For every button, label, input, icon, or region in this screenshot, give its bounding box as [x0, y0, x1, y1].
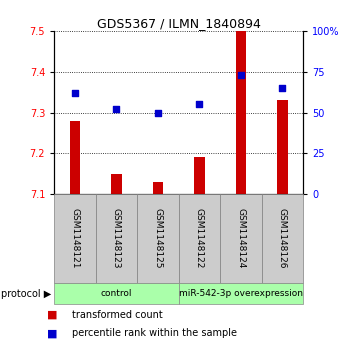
- Bar: [153, 182, 163, 194]
- Text: GSM1148123: GSM1148123: [112, 208, 121, 269]
- Point: [238, 72, 244, 78]
- Bar: [111, 174, 122, 194]
- Point: [279, 85, 285, 91]
- Text: transformed count: transformed count: [72, 310, 163, 320]
- Text: protocol ▶: protocol ▶: [1, 289, 51, 299]
- Bar: [236, 31, 246, 194]
- Text: percentile rank within the sample: percentile rank within the sample: [72, 328, 237, 338]
- Text: ■: ■: [47, 310, 57, 320]
- Text: GSM1148124: GSM1148124: [236, 208, 245, 269]
- Point: [155, 110, 161, 115]
- Text: miR-542-3p overexpression: miR-542-3p overexpression: [179, 289, 303, 298]
- Text: GSM1148125: GSM1148125: [153, 208, 162, 269]
- Text: GSM1148126: GSM1148126: [278, 208, 287, 269]
- Bar: [194, 158, 205, 194]
- Point: [196, 101, 202, 107]
- Point: [113, 106, 119, 112]
- Text: GSM1148121: GSM1148121: [70, 208, 79, 269]
- Text: ■: ■: [47, 328, 57, 338]
- Title: GDS5367 / ILMN_1840894: GDS5367 / ILMN_1840894: [97, 17, 261, 30]
- Text: control: control: [101, 289, 132, 298]
- Bar: [70, 121, 80, 194]
- Bar: [277, 100, 288, 194]
- Text: GSM1148122: GSM1148122: [195, 208, 204, 269]
- Point: [72, 90, 78, 96]
